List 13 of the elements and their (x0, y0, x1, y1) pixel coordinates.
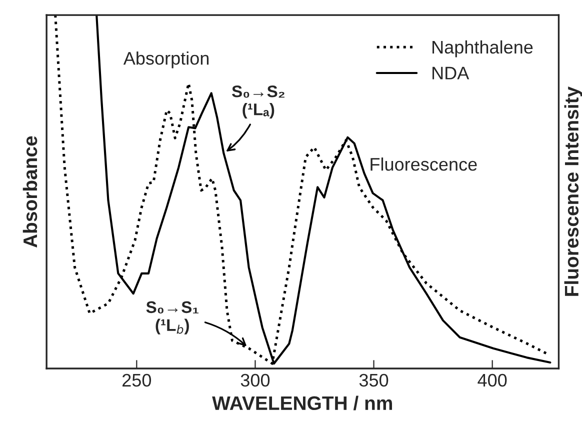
legend-label: NDA (432, 66, 470, 80)
annotation: Absorption (123, 51, 209, 68)
annotation: S₀→S₂ (¹Lₐ) (232, 86, 284, 119)
x-tick-label: 400 (478, 374, 507, 387)
x-axis-title: WAVELENGTH / nm (212, 396, 392, 410)
annotation: S₀→S₁ (¹L$_{b}$) (146, 301, 199, 334)
x-tick-label: 250 (122, 374, 152, 387)
annotation: Fluorescence (370, 158, 477, 171)
x-tick-label: 350 (359, 374, 388, 387)
y2-axis-title: Fluorescence Intensity (564, 86, 582, 296)
x-tick-label: 300 (240, 374, 270, 387)
y-axis-title: Absorbance (22, 136, 38, 248)
legend-label: Naphthalene (432, 40, 533, 58)
